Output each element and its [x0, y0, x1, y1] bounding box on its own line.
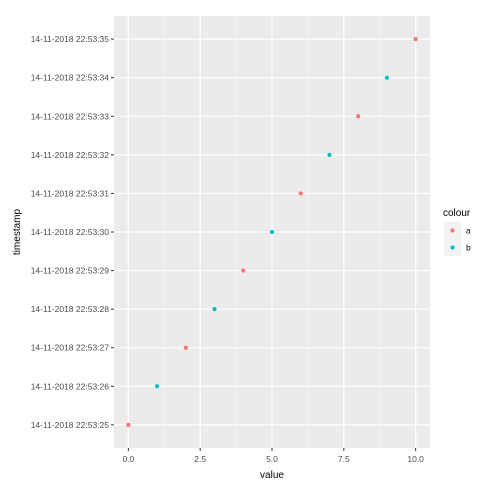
- data-point-a: [356, 114, 361, 119]
- legend-symbol-a: [450, 228, 455, 233]
- x-tick-label: 7.5: [338, 454, 350, 464]
- legend: colour ab: [443, 208, 471, 256]
- x-tick-label: 2.5: [194, 454, 206, 464]
- data-point-b: [154, 384, 160, 389]
- x-axis-ticks: 0.0 2.5 5.0 7.5 10.0: [122, 448, 424, 464]
- y-tick-label: 14-11-2018 22:53:29: [31, 266, 110, 276]
- y-tick-label: 14-11-2018 22:53:28: [31, 304, 110, 314]
- y-axis-title: timestamp: [12, 209, 23, 256]
- data-point-a: [241, 268, 246, 273]
- x-tick-label: 5.0: [266, 454, 278, 464]
- x-tick-label: 0.0: [122, 454, 134, 464]
- y-tick-label: 14-11-2018 22:53:30: [31, 227, 110, 237]
- data-point-b: [327, 152, 332, 157]
- legend-label-a: a: [466, 226, 471, 236]
- data-points: [126, 37, 418, 427]
- data-point-b: [269, 229, 275, 235]
- data-point-a: [298, 191, 303, 196]
- data-point-b: [212, 307, 217, 312]
- y-tick-label: 14-11-2018 22:53:35: [31, 34, 110, 44]
- y-tick-label: 14-11-2018 22:53:34: [31, 73, 110, 83]
- y-tick-label: 14-11-2018 22:53:31: [31, 188, 110, 198]
- y-axis-ticks: 14-11-2018 22:53:25 14-11-2018 22:53:26 14…: [31, 34, 114, 430]
- y-tick-label: 14-11-2018 22:53:32: [31, 150, 110, 160]
- data-point-a: [183, 345, 188, 350]
- x-tick-label: 10.0: [407, 454, 424, 464]
- x-axis-title: value: [260, 470, 284, 481]
- y-tick-label: 14-11-2018 22:53:25: [31, 420, 110, 430]
- legend-title: colour: [443, 208, 471, 219]
- y-tick-label: 14-11-2018 22:53:26: [31, 381, 110, 391]
- legend-label-b: b: [466, 243, 471, 253]
- data-point-b: [384, 75, 390, 80]
- y-tick-label: 14-11-2018 22:53:33: [31, 111, 110, 121]
- y-tick-label: 14-11-2018 22:53:27: [31, 343, 110, 353]
- data-point-a: [413, 37, 418, 42]
- legend-symbol-b: [450, 245, 455, 250]
- data-point-a: [126, 422, 131, 427]
